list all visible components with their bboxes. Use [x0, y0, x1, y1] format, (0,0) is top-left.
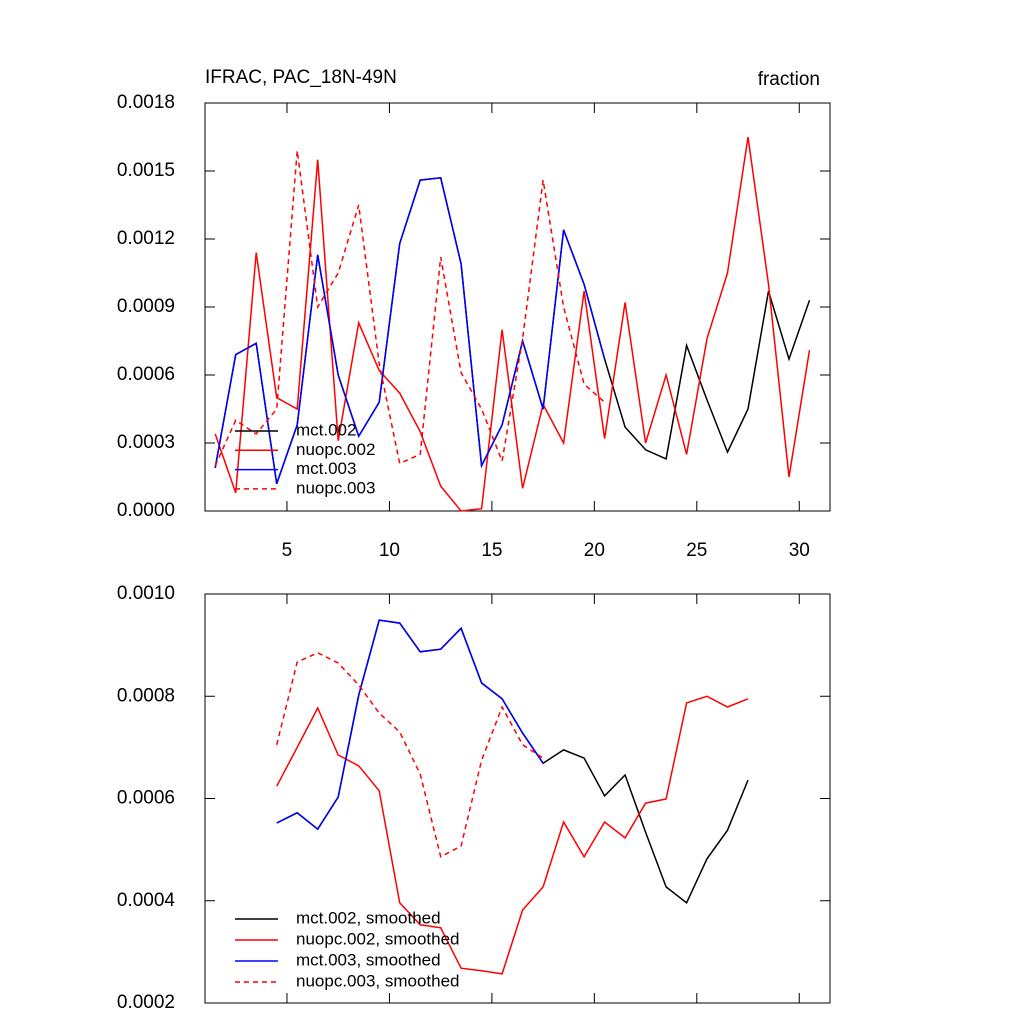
series-line	[276, 619, 749, 904]
y-tick-label: 0.0009	[117, 296, 175, 317]
x-tick-label: 20	[584, 540, 605, 561]
legend-label: nuopc.002, smoothed	[296, 929, 460, 948]
y-tick-label: 0.0008	[117, 685, 175, 706]
y-tick-label: 0.0002	[117, 992, 175, 1013]
y-tick-label: 0.0018	[117, 92, 175, 113]
legend-label: mct.002, smoothed	[296, 908, 441, 927]
x-tick-label: 25	[686, 540, 707, 561]
legend-label: nuopc.003, smoothed	[296, 971, 460, 990]
series-line	[214, 176, 606, 485]
y-tick-label: 0.0000	[117, 500, 175, 521]
y-tick-label: 0.0010	[117, 583, 175, 604]
y-tick-label: 0.0003	[117, 432, 175, 453]
x-tick-label: 5	[282, 540, 293, 561]
y-tick-label: 0.0015	[117, 160, 175, 181]
y-tick-label: 0.0006	[117, 364, 175, 385]
series-line	[276, 695, 749, 975]
legend-label: mct.003, smoothed	[296, 950, 441, 969]
chart-unit: fraction	[758, 69, 820, 90]
legend-label: nuopc.003	[296, 478, 375, 497]
chart-title: IFRAC, PAC_18N-49N	[205, 67, 397, 88]
x-tick-label: 15	[481, 540, 502, 561]
x-tick-label: 10	[379, 540, 400, 561]
series-line	[214, 150, 606, 467]
series-line	[276, 619, 544, 831]
y-tick-label: 0.0004	[117, 890, 176, 911]
legend-label: nuopc.002	[296, 440, 375, 459]
series-line	[275, 651, 544, 858]
x-tick-label: 30	[789, 540, 810, 561]
legend-label: mct.002	[296, 420, 356, 439]
y-tick-label: 0.0006	[117, 788, 175, 809]
y-tick-label: 0.0012	[117, 228, 175, 249]
series-line	[214, 136, 811, 512]
legend-label: mct.003	[296, 459, 356, 478]
